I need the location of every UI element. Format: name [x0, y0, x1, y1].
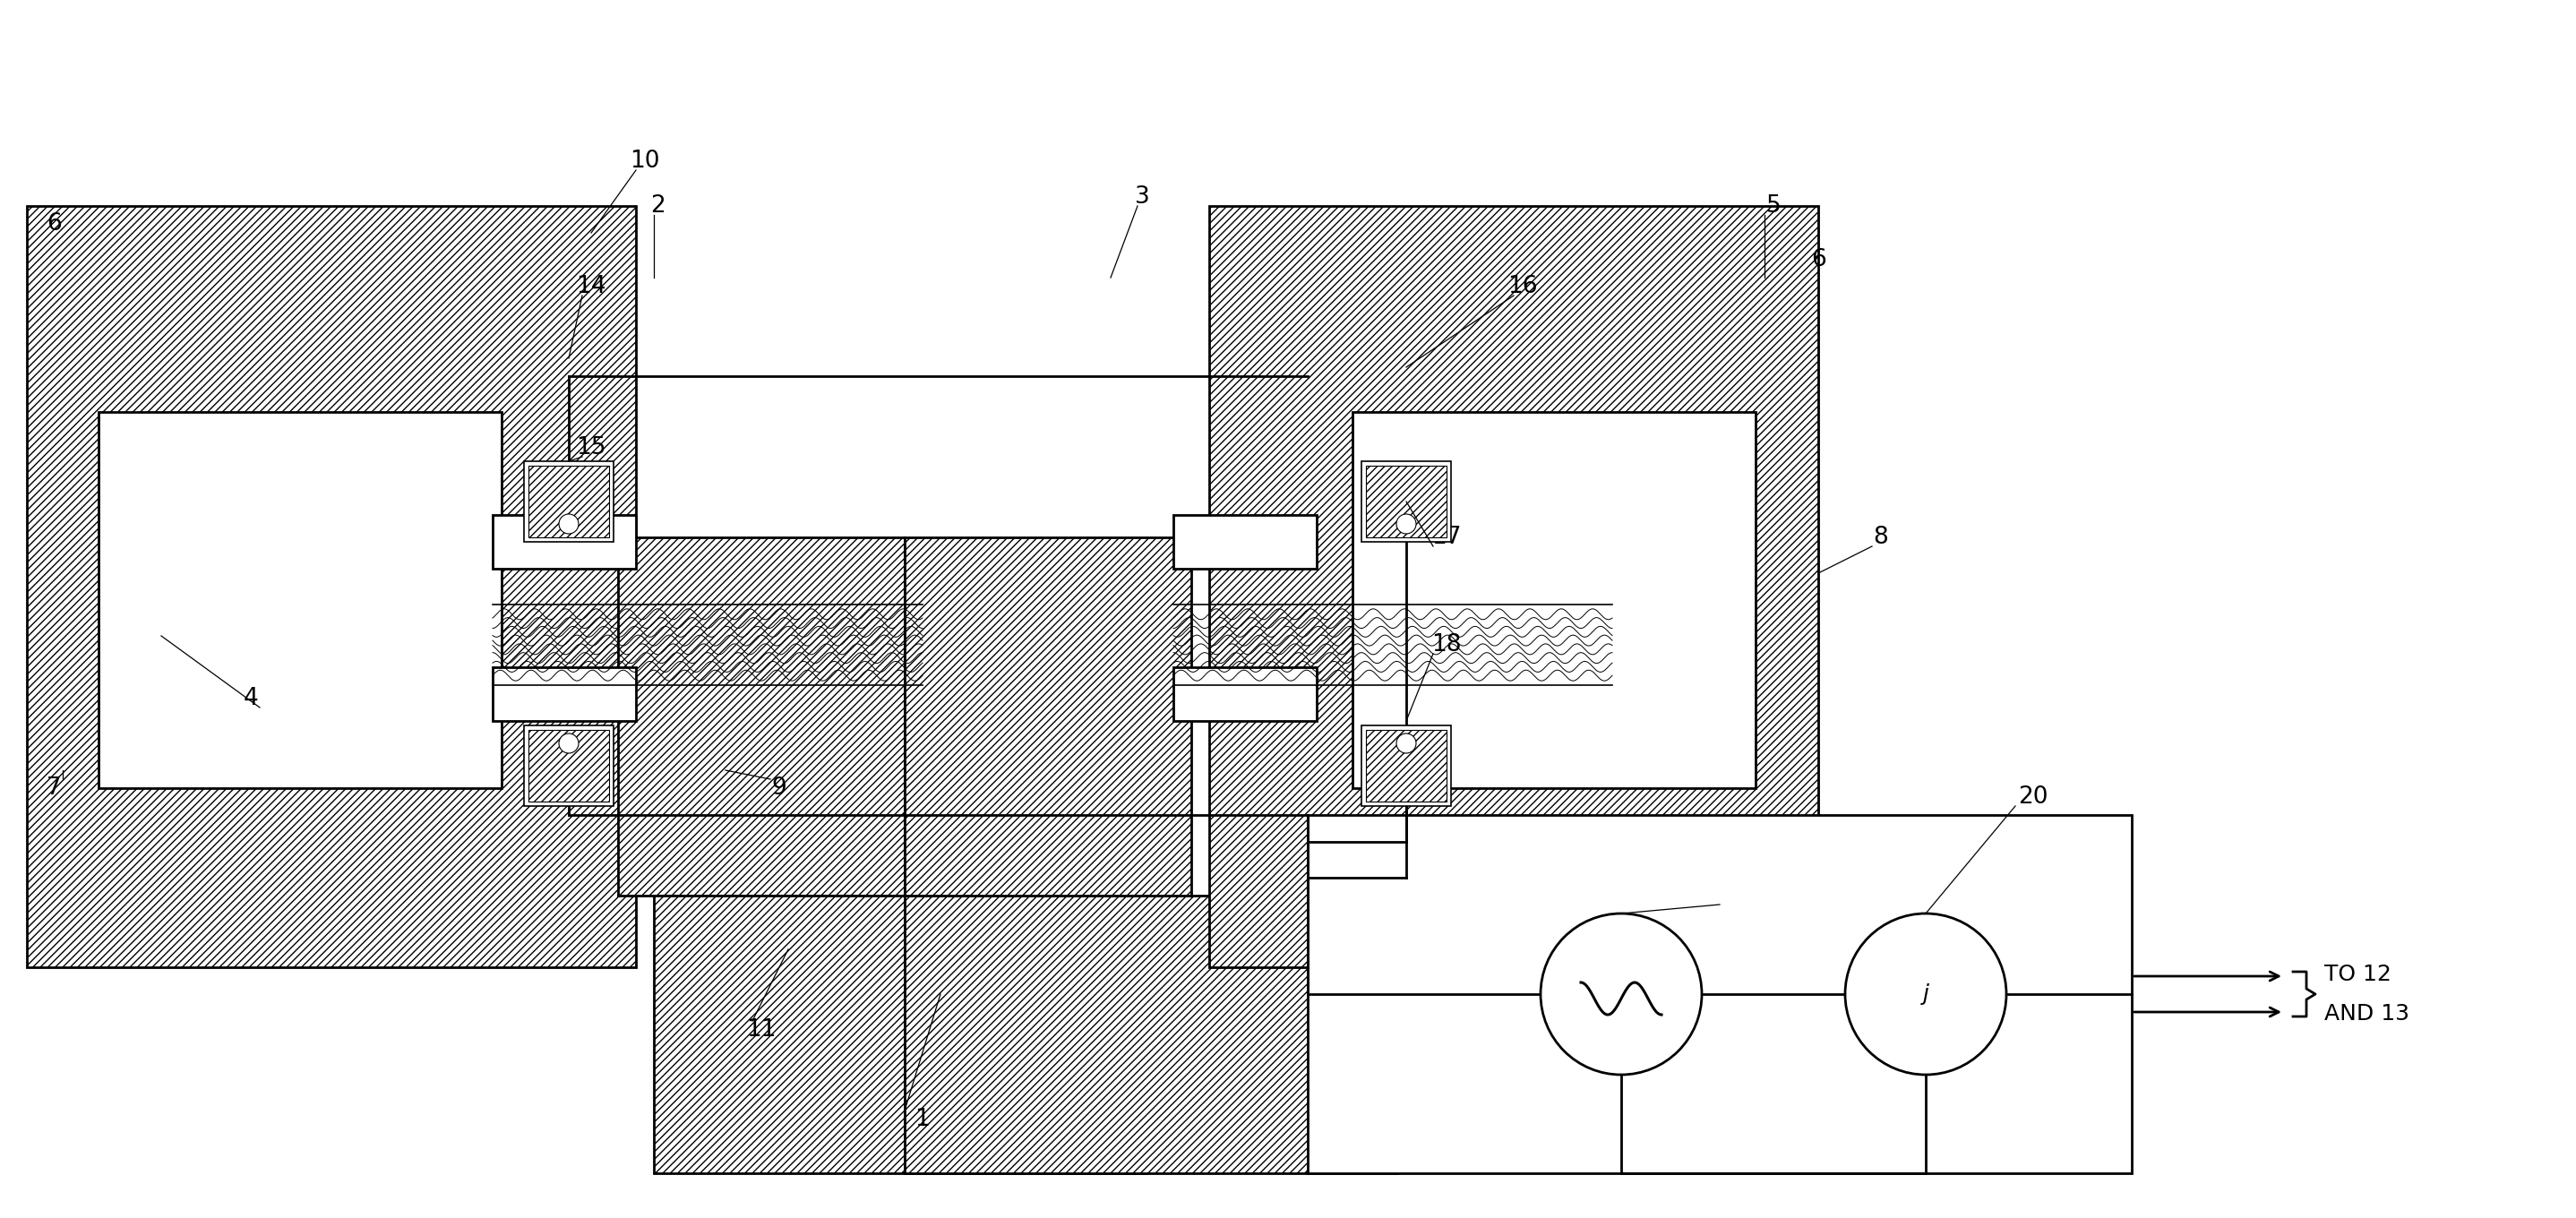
Bar	[26, 206, 636, 967]
Text: 1: 1	[914, 1108, 930, 1132]
Circle shape	[1844, 914, 2007, 1074]
Bar	[1309, 815, 2133, 1173]
Text: 18: 18	[1432, 633, 1461, 657]
Text: 20: 20	[2017, 786, 2048, 809]
Text: 5: 5	[1767, 195, 1780, 218]
Text: TO 12: TO 12	[2324, 963, 2391, 985]
Bar	[523, 726, 613, 806]
Circle shape	[1396, 733, 1417, 753]
Bar	[1363, 462, 1450, 542]
Text: 4: 4	[242, 687, 258, 710]
Text: 6: 6	[46, 212, 62, 235]
Bar	[1172, 515, 1316, 569]
Text: 9: 9	[773, 777, 786, 800]
Text: 6: 6	[1811, 248, 1826, 272]
Bar	[1352, 412, 1757, 788]
Circle shape	[1396, 514, 1417, 533]
Text: 14: 14	[577, 275, 605, 298]
Text: j: j	[1922, 983, 1929, 1005]
Text: 15: 15	[577, 436, 605, 459]
Bar	[1208, 206, 1819, 967]
Bar	[528, 730, 608, 801]
Circle shape	[1540, 914, 1703, 1074]
Bar	[523, 462, 613, 542]
Bar	[1172, 667, 1316, 721]
Text: 7: 7	[46, 777, 62, 800]
Bar	[1363, 726, 1450, 806]
Text: 3: 3	[1133, 185, 1149, 208]
Bar	[654, 895, 1146, 1173]
Bar	[618, 537, 904, 895]
Circle shape	[559, 733, 580, 753]
Bar	[492, 667, 636, 721]
Text: 16: 16	[1507, 275, 1538, 298]
Circle shape	[559, 514, 580, 533]
Text: 8: 8	[1873, 526, 1888, 549]
Text: AND 13: AND 13	[2324, 1004, 2409, 1024]
Bar	[492, 515, 636, 569]
Bar	[98, 412, 502, 788]
Bar	[528, 465, 608, 537]
Text: 17: 17	[1432, 526, 1461, 549]
Bar	[904, 537, 1190, 895]
Text: 19: 19	[1718, 888, 1749, 912]
Text: 2: 2	[652, 195, 665, 218]
Bar	[904, 895, 1396, 1173]
Bar	[1365, 465, 1448, 537]
Bar	[1365, 730, 1448, 801]
Text: 10: 10	[631, 150, 659, 173]
Text: 11: 11	[747, 1018, 775, 1041]
